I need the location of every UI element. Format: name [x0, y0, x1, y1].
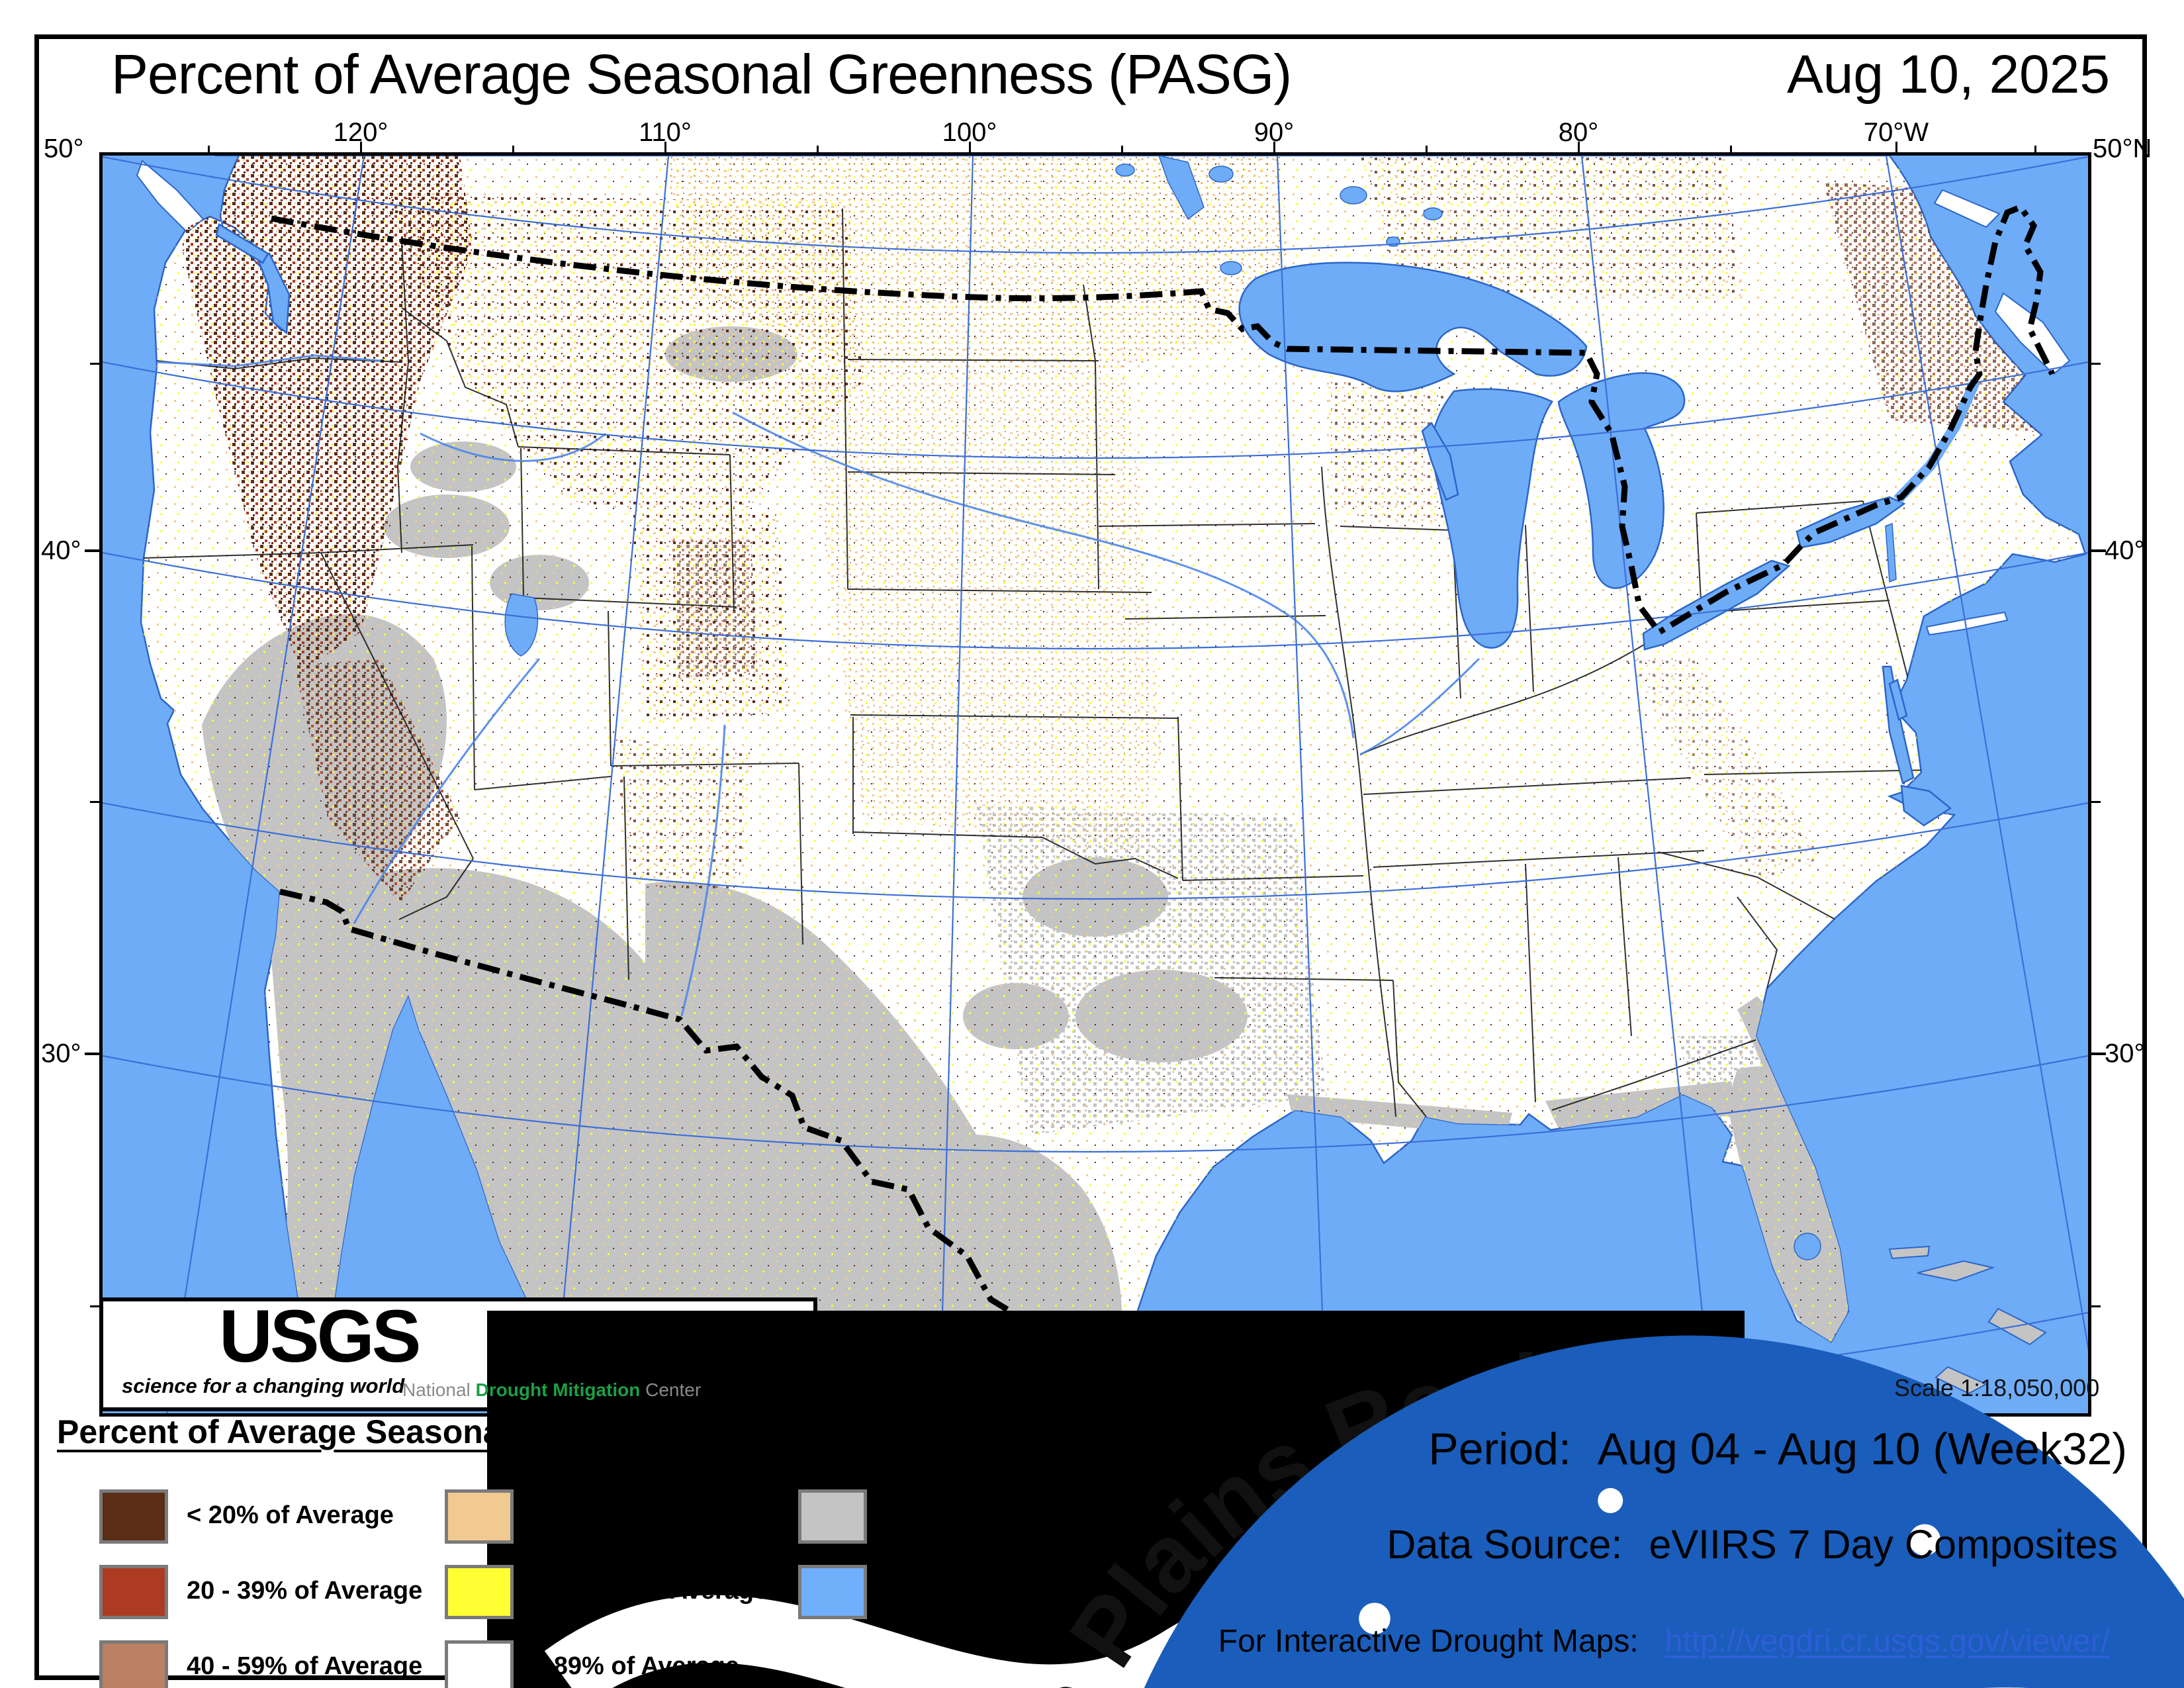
tick-right-30	[2091, 1053, 2106, 1055]
tick-top-minor	[1426, 146, 1428, 152]
green-bay	[1421, 422, 1459, 501]
speckle-cascades	[182, 156, 473, 672]
ndmc-logo-text: National Drought Mitigation Center	[402, 1380, 701, 1401]
legend-swatch-60-79	[445, 1489, 514, 1544]
ndmc-text-center: Center	[645, 1380, 702, 1400]
legend-swatch-water	[798, 1565, 867, 1619]
speckle-idaho-montana	[387, 195, 864, 526]
legend-swatch-lt20	[99, 1489, 168, 1544]
lat-label-40-right: 40°	[2105, 536, 2145, 565]
interactive-maps-line: For Interactive Drought Maps: http://vegd…	[1218, 1623, 2110, 1660]
legend-label-20-39: 20 - 39% of Average	[187, 1577, 423, 1605]
tick-top-minor	[1121, 146, 1123, 152]
usgs-logo-text: USGS	[219, 1295, 421, 1378]
lat-label-50-left: 50°	[44, 134, 84, 164]
map-canvas	[103, 156, 2088, 1413]
legend-heading: Percent of Average Seasonal Greenness	[57, 1413, 691, 1450]
juan-de-fuca-strait	[215, 223, 269, 264]
speckle-appalachians	[1625, 652, 1823, 884]
lat-label-30-right: 30°	[2105, 1039, 2145, 1068]
speckle-rockies-core	[672, 539, 758, 679]
page-title: Percent of Average Seasonal Greenness (P…	[111, 43, 1292, 105]
speckle-ontario	[1360, 156, 1744, 301]
lat-label-40-left: 40°	[41, 536, 81, 565]
speckle-new-mexico	[612, 738, 751, 897]
tick-top-minor	[817, 146, 819, 152]
tick-top-minor	[208, 146, 210, 152]
ndmc-text-drought: Drought Mitigation	[475, 1380, 641, 1400]
logos-box: USGS science for a changing world Nation…	[99, 1295, 2184, 1688]
data-source-label: Data Source:	[1387, 1522, 1623, 1567]
viewer-link[interactable]: http://vegdri.cr.usgs.gov/viewer/	[1664, 1624, 2110, 1659]
lake-erie	[1642, 559, 1791, 651]
nasa-logo: NASA	[1144, 1335, 2184, 1688]
delaware-bay	[1888, 679, 1908, 721]
tick-top-110	[664, 142, 666, 152]
legend-label-gt89: > 89% of Average	[532, 1652, 739, 1680]
legend-swatch-20-39	[99, 1565, 168, 1619]
period-label: Period:	[1428, 1424, 1571, 1474]
legend-label-80-89: 80 - 89% of Average	[532, 1577, 768, 1605]
tick-left-40	[85, 549, 99, 552]
legend-swatch-40-59	[99, 1640, 168, 1688]
tick-right-minor	[2091, 801, 2101, 803]
chesapeake-bay	[1882, 665, 1915, 784]
us-mexico-border	[279, 888, 1111, 1407]
state-boundaries	[143, 208, 1936, 1117]
tick-top-minor	[2034, 146, 2036, 152]
tick-top-70	[1895, 142, 1897, 152]
period-value: Aug 04 - Aug 10 (Week32)	[1597, 1424, 2127, 1474]
long-island	[1925, 611, 2009, 636]
tick-top-90	[1273, 142, 1275, 152]
speckle-sierra	[295, 659, 460, 904]
small-lakes	[504, 156, 1897, 1260]
data-source-value: eVIIRS 7 Day Composites	[1649, 1522, 2118, 1567]
legend-label-60-79: 60 - 79% of Average	[532, 1501, 768, 1529]
data-source-line: Data Source: eVIIRS 7 Day Composites	[1387, 1521, 2118, 1568]
tick-top-minor	[1730, 146, 1732, 152]
tick-right-minor	[2091, 363, 2101, 365]
legend-label-water: Water	[886, 1577, 955, 1605]
pamlico-sound	[1900, 784, 1952, 827]
gulf-st-lawrence-island	[1933, 189, 2001, 228]
international-borders	[271, 203, 2056, 1407]
tick-right-40	[2091, 549, 2106, 552]
tick-left-minor	[90, 801, 99, 803]
usgs-tagline: science for a changing world	[122, 1374, 405, 1397]
tick-top-120	[360, 142, 362, 152]
us-canada-border	[271, 203, 2056, 636]
tick-left-30	[85, 1053, 99, 1055]
tick-top-100	[969, 142, 971, 152]
puget-sound	[257, 252, 291, 335]
lat-label-30-left: 30°	[41, 1039, 81, 1068]
legend-label-no-start: No Start of Season	[886, 1501, 1111, 1529]
speckle-plains	[797, 374, 1161, 851]
tick-right-minor	[2091, 1305, 2101, 1307]
legend-label-lt20: < 20% of Average	[187, 1501, 394, 1529]
lat-label-50-right: 50°N	[2093, 134, 2152, 164]
tick-left-minor	[90, 1305, 99, 1307]
interactive-maps-label: For Interactive Drought Maps:	[1218, 1624, 1639, 1659]
great-lakes	[215, 223, 1952, 827]
tick-top-minor	[512, 146, 514, 152]
ndmc-text-national: National	[402, 1380, 471, 1400]
map-frame: USGS science for a changing world Nation…	[99, 152, 2184, 1688]
rivers	[156, 354, 1480, 1017]
lake-michigan	[1431, 388, 1553, 649]
lake-superior	[1238, 261, 1588, 393]
tick-top-80	[1578, 142, 1580, 152]
lake-ontario	[1796, 496, 1906, 549]
legend-swatch-80-89	[445, 1565, 514, 1619]
period-line: Period: Aug 04 - Aug 10 (Week32)	[1428, 1423, 2127, 1475]
tick-left-minor	[90, 363, 99, 365]
scale-text: Scale 1:18,050,000	[1894, 1374, 2100, 1401]
legend-label-40-59: 40 - 59% of Average	[187, 1652, 423, 1680]
legend-swatch-no-start	[798, 1489, 867, 1544]
legend-swatch-gt89	[445, 1640, 514, 1688]
map-date: Aug 10, 2025	[1787, 44, 2110, 105]
